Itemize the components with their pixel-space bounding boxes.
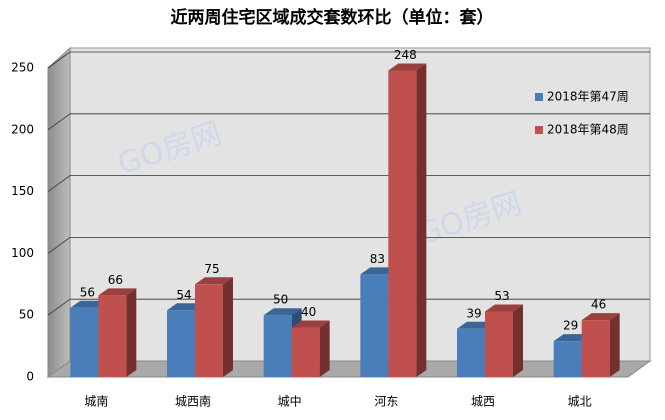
value-label: 54 xyxy=(176,288,191,302)
value-label: 29 xyxy=(563,319,578,333)
bar xyxy=(70,307,99,377)
y-tick-label: 250 xyxy=(11,61,34,75)
bar xyxy=(581,320,610,377)
chart-title: 近两周住宅区域成交套数环比（单位：套） xyxy=(171,7,494,28)
y-tick-label: 100 xyxy=(11,246,34,260)
x-tick-label: 河东 xyxy=(374,395,398,409)
bar xyxy=(360,274,389,377)
x-tick-label: 城南 xyxy=(84,394,108,409)
bar xyxy=(457,328,485,377)
value-label: 75 xyxy=(204,262,219,276)
bar xyxy=(291,327,320,377)
bar-top xyxy=(195,277,233,285)
value-label: 248 xyxy=(394,48,417,62)
value-label: 56 xyxy=(80,285,95,299)
bar xyxy=(553,341,582,377)
legend-label: 2018年第48周 xyxy=(547,123,629,137)
value-label: 40 xyxy=(301,305,316,319)
bar-top xyxy=(388,63,427,71)
bar xyxy=(98,295,127,377)
bar xyxy=(485,311,513,377)
legend-label: 2018年第47周 xyxy=(547,90,629,104)
bar xyxy=(263,315,292,377)
legend-swatch xyxy=(535,126,543,134)
value-label: 46 xyxy=(591,298,606,312)
grid-line xyxy=(47,298,71,316)
x-tick-label: 城北 xyxy=(568,395,592,409)
bar-side xyxy=(319,320,330,377)
bar-side xyxy=(609,313,620,377)
value-label: 50 xyxy=(273,293,288,307)
grid-line xyxy=(47,113,71,131)
bar-top xyxy=(581,313,620,321)
value-label: 53 xyxy=(494,289,509,303)
y-tick-label: 50 xyxy=(19,308,34,322)
value-label: 39 xyxy=(466,306,481,320)
value-label: 66 xyxy=(108,273,123,287)
y-tick-label: 200 xyxy=(11,122,34,136)
grid-line xyxy=(47,175,71,192)
bar-top xyxy=(98,288,137,296)
x-tick-label: 城中 xyxy=(278,394,302,409)
side-wall xyxy=(47,46,71,378)
value-label: 83 xyxy=(370,252,385,266)
bar xyxy=(195,284,223,377)
bar-side xyxy=(513,304,523,377)
legend-swatch xyxy=(535,93,543,101)
x-tick-label: 城西 xyxy=(471,395,495,409)
y-tick-label: 150 xyxy=(11,184,34,198)
bar-side xyxy=(126,288,137,377)
grid-line xyxy=(47,237,71,254)
bar-top xyxy=(263,308,302,316)
y-tick-label: 0 xyxy=(26,370,34,384)
x-tick-label: 城西南 xyxy=(175,394,211,409)
bar-side xyxy=(223,277,233,377)
bar-side xyxy=(416,63,427,378)
bar xyxy=(388,70,417,378)
grid-line xyxy=(47,51,71,69)
bar-top xyxy=(291,320,330,328)
back-wall xyxy=(69,47,651,362)
bar xyxy=(167,310,195,377)
bar-top xyxy=(485,304,523,312)
